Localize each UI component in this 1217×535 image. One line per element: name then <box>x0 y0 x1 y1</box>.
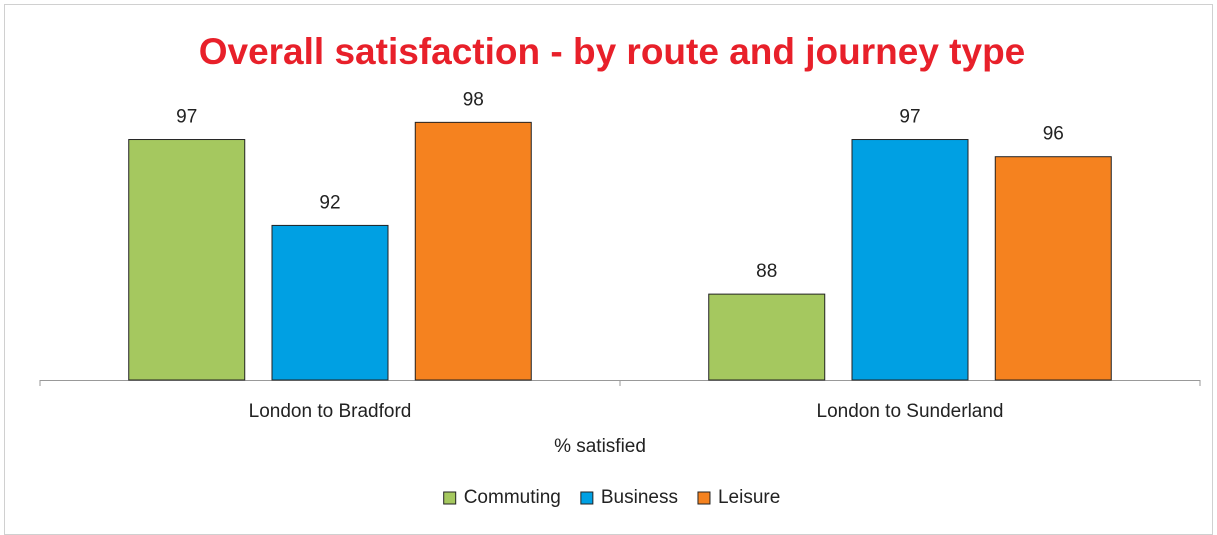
bar <box>271 224 389 381</box>
x-axis-title: % satisfied <box>554 436 646 457</box>
data-label: 97 <box>899 107 920 128</box>
bar <box>414 121 532 381</box>
bar <box>851 139 969 381</box>
legend-label: Leisure <box>718 487 780 508</box>
legend-swatch <box>697 491 711 505</box>
data-label: 97 <box>176 107 197 128</box>
bar <box>708 293 826 381</box>
data-label: 92 <box>319 192 340 213</box>
legend-label: Commuting <box>464 487 561 508</box>
chart-title: Overall satisfaction - by route and jour… <box>199 31 1026 72</box>
x-tick-label: London to Sunderland <box>817 401 1004 422</box>
data-label: 96 <box>1043 124 1064 145</box>
data-label: 88 <box>756 261 777 282</box>
legend-label: Business <box>601 487 678 508</box>
bar <box>994 156 1112 381</box>
bar <box>128 139 246 381</box>
legend-swatch <box>580 491 594 505</box>
data-label: 98 <box>463 89 484 110</box>
x-tick-label: London to Bradford <box>249 401 412 422</box>
legend-swatch <box>443 491 457 505</box>
